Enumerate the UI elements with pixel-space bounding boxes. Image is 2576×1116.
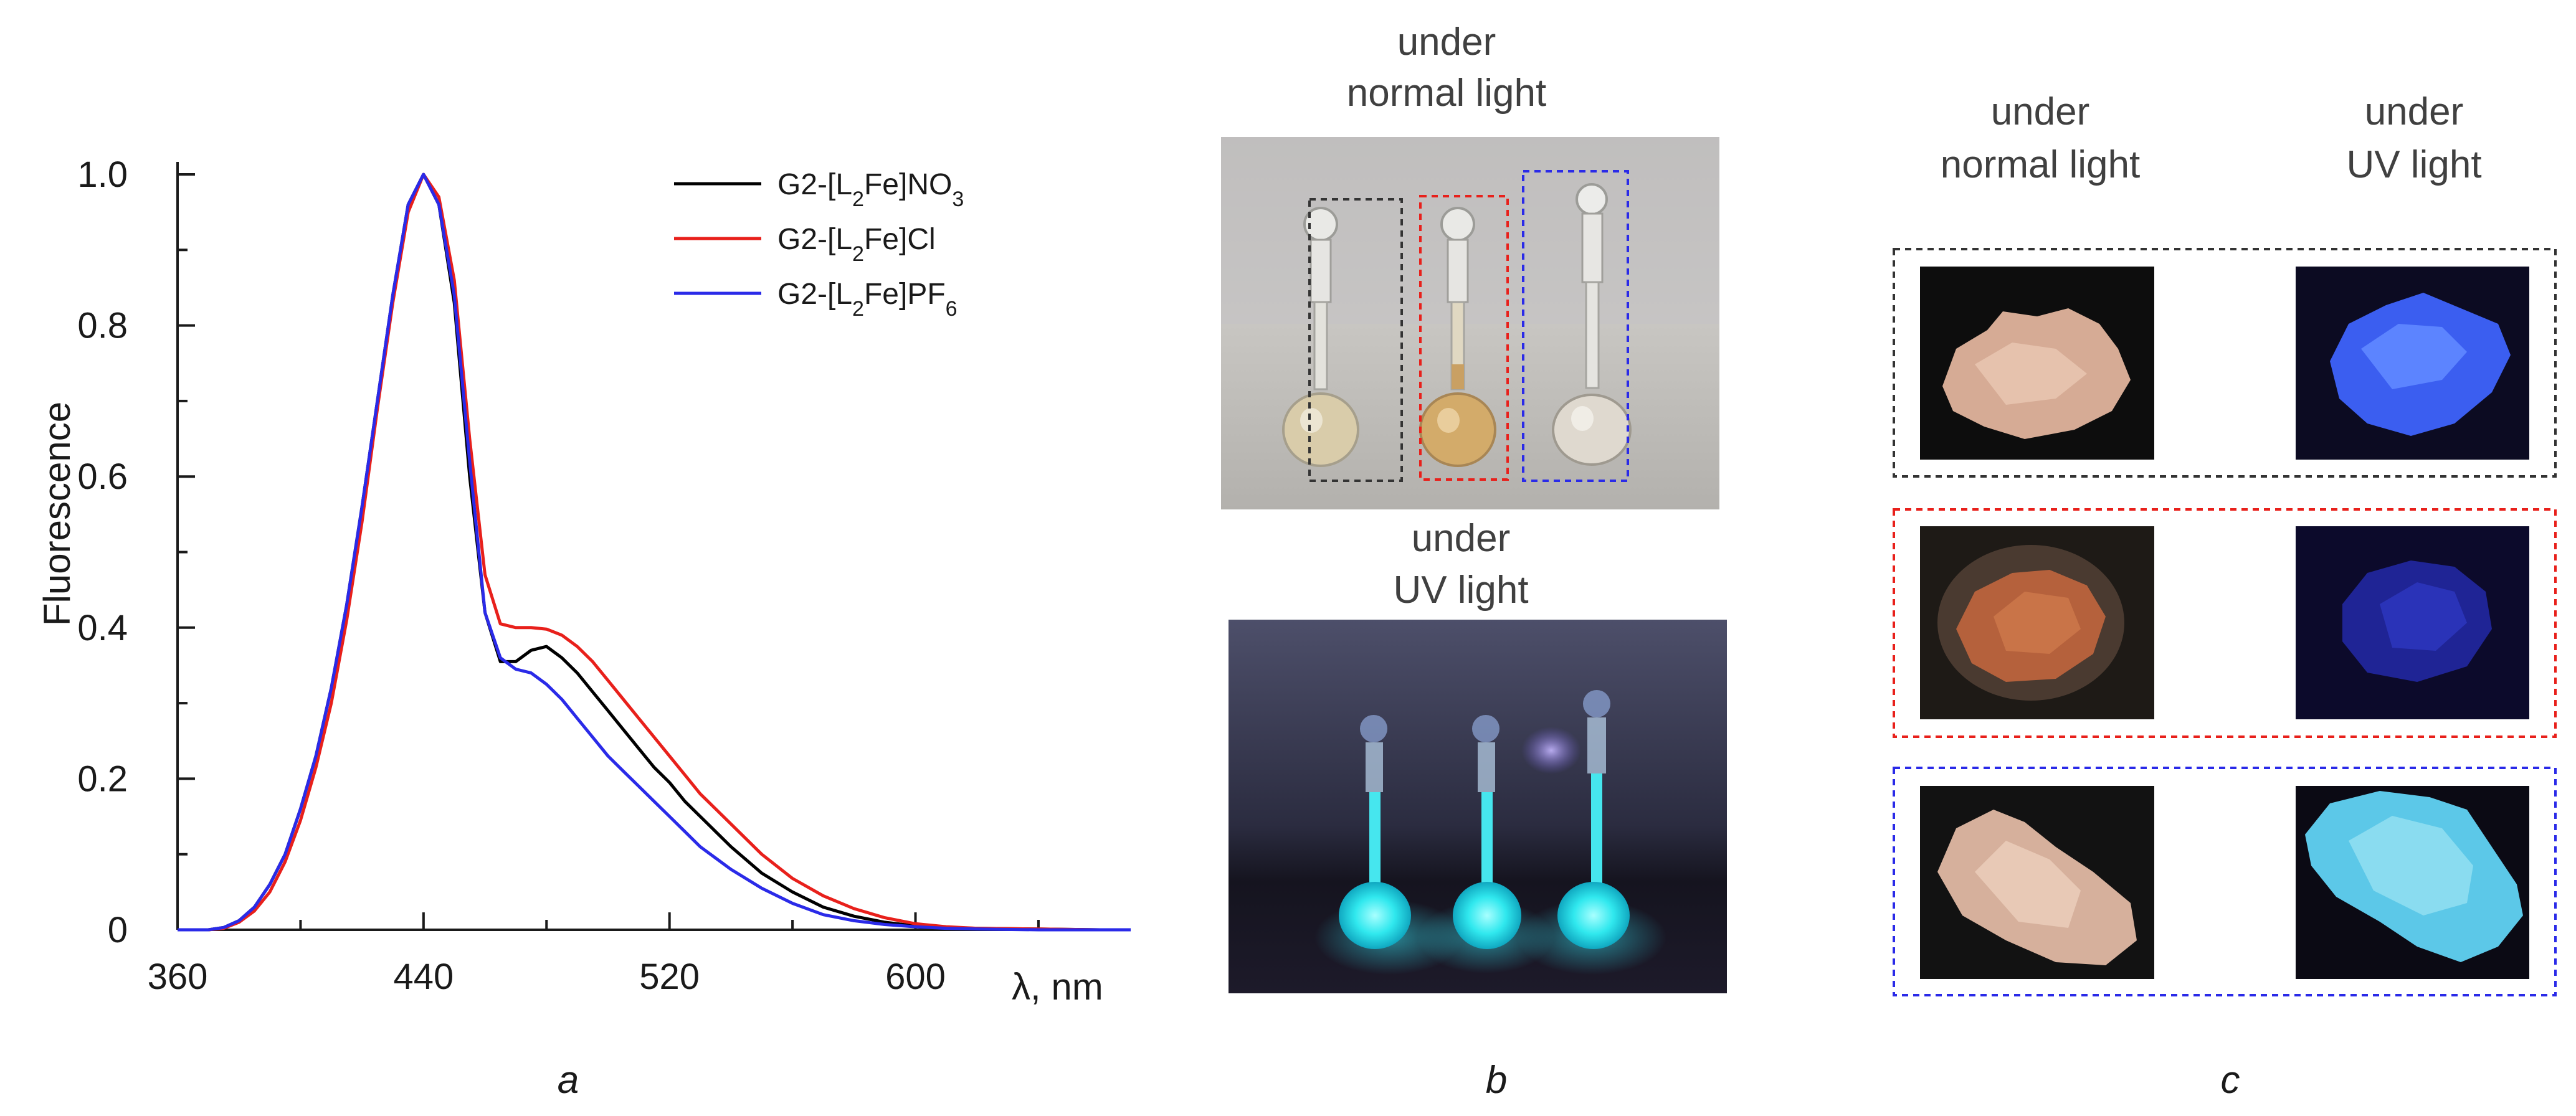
panel-c: under normal light under UV light bbox=[1893, 90, 2557, 996]
vials-uv-light-photo bbox=[1229, 620, 1727, 993]
frame-black-c bbox=[1893, 248, 2557, 478]
powder-cl-normal-photo bbox=[1920, 526, 2154, 719]
y-tick-label: 0.4 bbox=[77, 608, 128, 648]
vial-no3-normal bbox=[1282, 207, 1359, 467]
legend-entry-label: G2-[L2Fe]NO3 bbox=[777, 168, 964, 211]
vial-no3-uv bbox=[1314, 715, 1464, 975]
powder-no3-normal-photo bbox=[1920, 267, 2154, 460]
panel-c-col1-line1: under bbox=[1991, 90, 2090, 133]
frame-blue-b bbox=[1522, 170, 1629, 482]
vial-pf6-normal bbox=[1552, 183, 1632, 466]
frame-red-c bbox=[1893, 508, 2557, 738]
panel-b-normal-caption-line1: under bbox=[1397, 21, 1496, 64]
panel-c-col1-line2: normal light bbox=[1941, 143, 2140, 186]
panel-c-col2-line1: under bbox=[2365, 90, 2464, 133]
y-tick-label: 0.2 bbox=[77, 759, 128, 799]
y-tick-label: 1.0 bbox=[77, 154, 128, 195]
y-tick-label: 0.8 bbox=[77, 306, 128, 346]
powder-pf6-normal-photo bbox=[1920, 786, 2154, 979]
panel-label-b: b bbox=[1486, 1059, 1507, 1102]
x-tick-label: 360 bbox=[148, 957, 208, 997]
x-tick-label: 600 bbox=[885, 957, 946, 997]
panel-b-uv-caption-line2: UV light bbox=[1393, 569, 1528, 612]
y-tick-label: 0 bbox=[108, 910, 128, 950]
vial-cl-uv bbox=[1417, 715, 1554, 973]
chart-series-group bbox=[178, 173, 1131, 932]
legend-entry-label: G2-[L2Fe]Cl bbox=[777, 223, 936, 266]
legend-entry-label: G2-[L2Fe]PF6 bbox=[777, 278, 958, 321]
frame-red-b bbox=[1419, 195, 1509, 481]
y-axis-title: Fluorescence bbox=[36, 402, 78, 626]
frame-black-b bbox=[1308, 198, 1403, 482]
panel-label-a: a bbox=[558, 1059, 579, 1102]
powder-cl-uv-photo bbox=[2296, 526, 2529, 719]
series-line-g2-l2fe-cl bbox=[178, 173, 1131, 932]
x-tick-label: 520 bbox=[639, 957, 700, 997]
vial-pf6-uv bbox=[1517, 690, 1666, 975]
fluorescence-chart: 0 0.2 0.4 0.6 0.8 1.0 360 440 520 600 Fluorescenc… bbox=[36, 154, 1131, 1008]
panel-b-normal-caption-line2: normal light bbox=[1347, 72, 1546, 115]
x-axis-title: λ, nm bbox=[1012, 966, 1103, 1008]
panel-b: under normal light bbox=[1221, 21, 1727, 993]
chart-axes bbox=[176, 162, 1131, 931]
y-tick-label: 0.6 bbox=[77, 456, 128, 497]
powder-pf6-uv-photo bbox=[2296, 786, 2529, 979]
panel-c-col2-line2: UV light bbox=[2346, 143, 2481, 186]
panel-b-uv-caption-line1: under bbox=[1412, 517, 1511, 560]
vial-cl-normal bbox=[1419, 207, 1496, 467]
series-line-g2-l2fe-no3 bbox=[178, 173, 1131, 932]
panel-label-c: c bbox=[2221, 1059, 2240, 1102]
vials-normal-light-photo bbox=[1221, 137, 1719, 509]
chart-legend: G2-[L2Fe]NO3 G2-[L2Fe]Cl G2-[L2Fe]PF6 bbox=[674, 168, 964, 321]
series-line-g2-l2fe-pf6 bbox=[178, 173, 1131, 932]
x-tick-label: 440 bbox=[393, 957, 454, 997]
powder-no3-uv-photo bbox=[2296, 267, 2529, 460]
frame-blue-c bbox=[1893, 767, 2557, 996]
chart-tick-labels: 0 0.2 0.4 0.6 0.8 1.0 360 440 520 600 bbox=[77, 154, 946, 997]
